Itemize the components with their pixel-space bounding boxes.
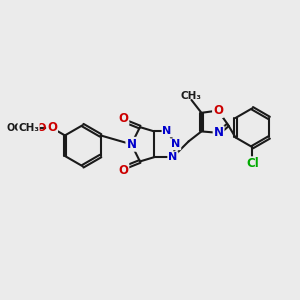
- Text: CH₃: CH₃: [18, 123, 39, 133]
- Text: O: O: [36, 123, 46, 133]
- Text: O: O: [118, 164, 128, 176]
- Text: N: N: [163, 126, 172, 136]
- Text: O: O: [118, 112, 128, 125]
- Text: N: N: [214, 126, 224, 139]
- Text: O: O: [213, 104, 223, 117]
- Text: N: N: [171, 139, 180, 149]
- Text: Cl: Cl: [246, 157, 259, 170]
- Text: O: O: [47, 122, 57, 134]
- Text: CH₃: CH₃: [181, 91, 202, 101]
- Text: N: N: [126, 138, 136, 151]
- Text: OCH₃: OCH₃: [7, 123, 34, 133]
- Text: N: N: [168, 152, 178, 162]
